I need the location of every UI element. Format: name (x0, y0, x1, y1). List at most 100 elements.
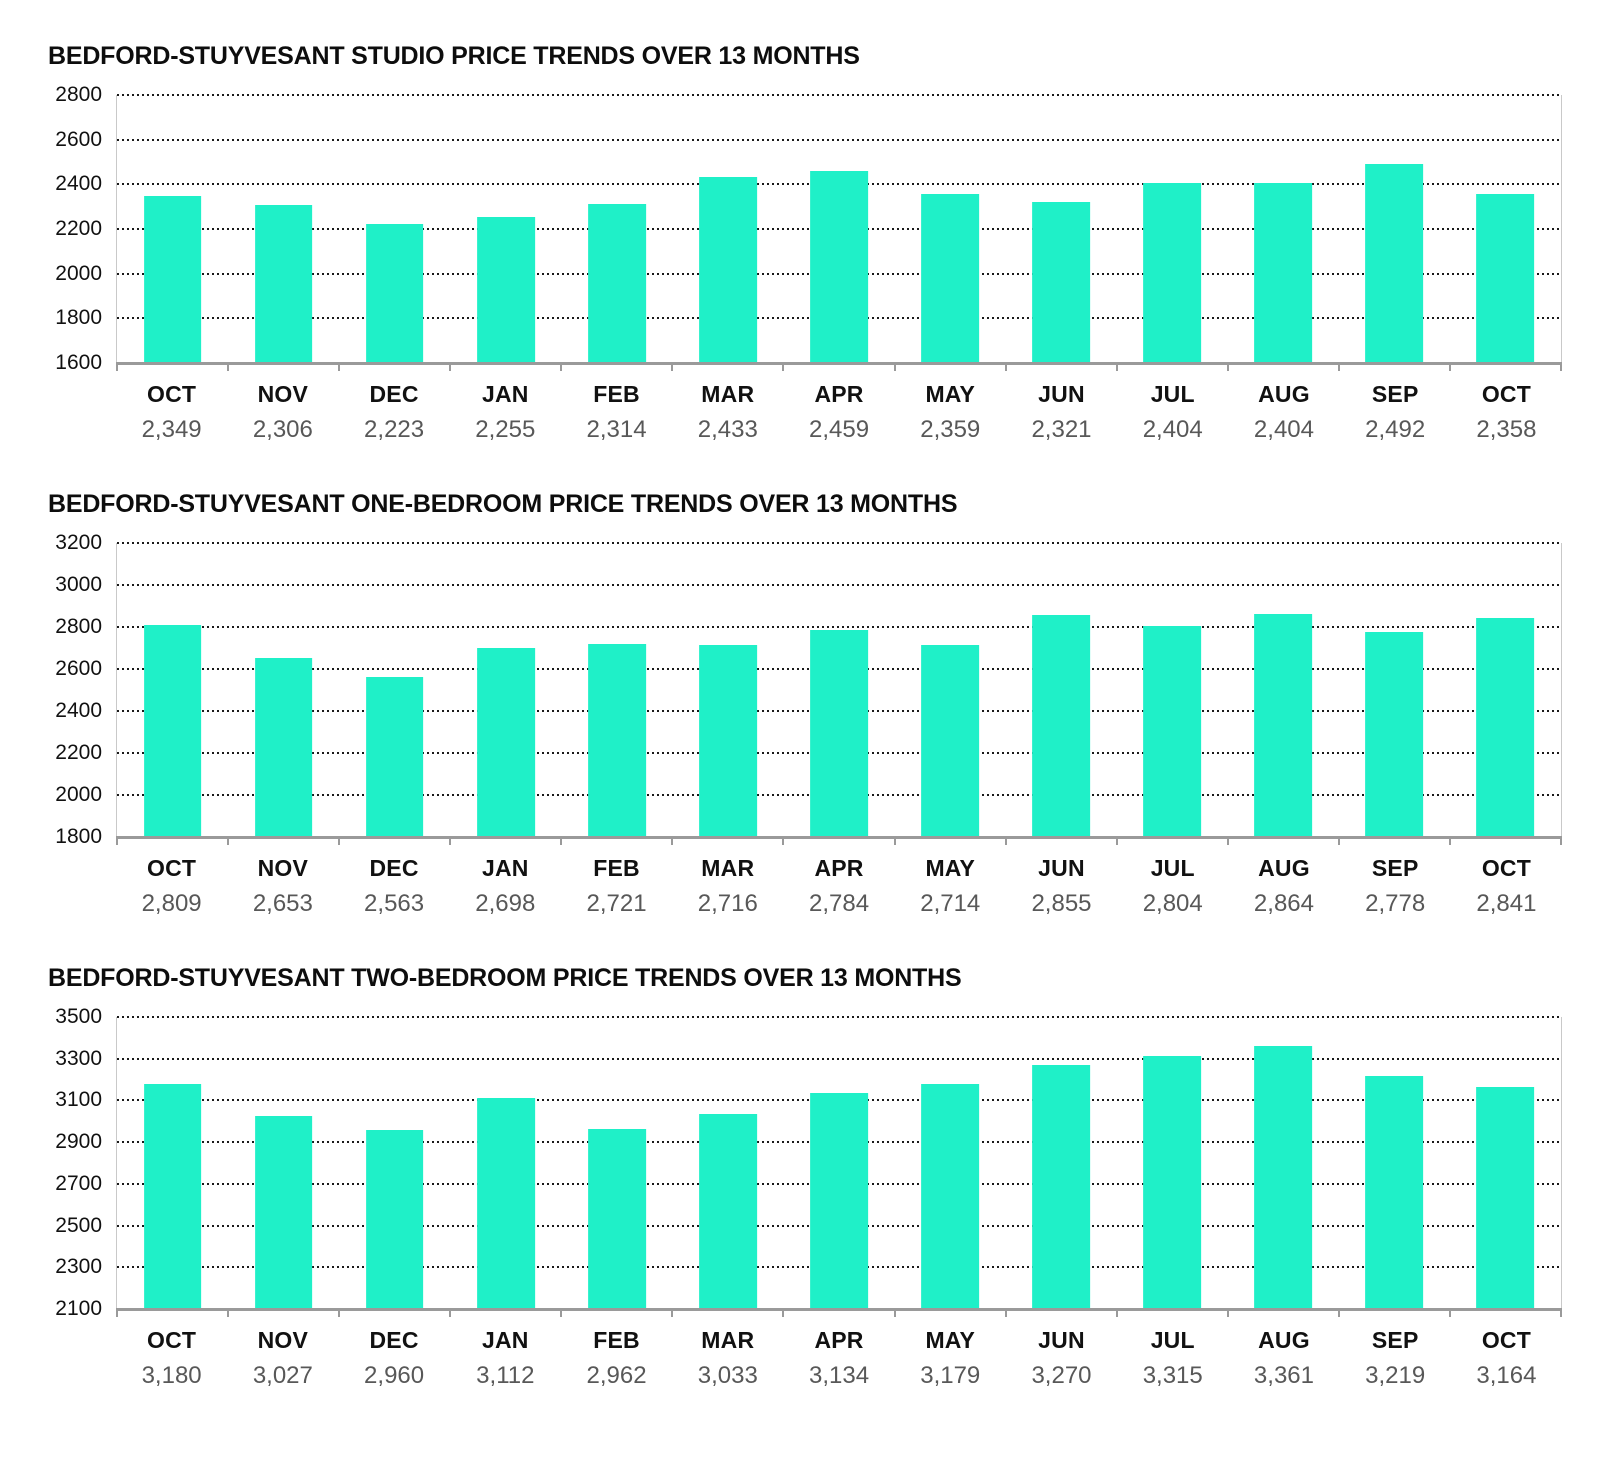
y-tick-label: 1800 (55, 306, 102, 330)
value-label: 2,314 (586, 416, 647, 443)
month-label: DEC (369, 1327, 419, 1353)
month-label: JUL (1150, 1327, 1195, 1353)
x-label-cell: AUG 3,361 (1228, 1327, 1339, 1390)
chart-title: BEDFORD-STUYVESANT ONE-BEDROOM PRICE TRE… (48, 490, 958, 518)
bar-jun-8 (1032, 615, 1091, 837)
x-label-cell: SEP 2,778 (1340, 855, 1451, 918)
value-label: 2,855 (1031, 890, 1092, 917)
x-label-cell: JUN 2,321 (1006, 381, 1117, 444)
month-label: MAY (925, 1327, 976, 1353)
month-label: JAN (482, 1327, 529, 1353)
value-label: 3,033 (697, 1362, 758, 1389)
y-tick-label: 2000 (55, 783, 102, 806)
month-label: JUN (1038, 1327, 1085, 1353)
month-label: JUL (1150, 381, 1195, 407)
x-axis-tick (782, 364, 785, 371)
month-label: NOV (257, 381, 309, 407)
value-label: 2,433 (697, 416, 758, 443)
value-label: 2,563 (364, 890, 425, 917)
value-label: 2,714 (920, 890, 981, 917)
bar-jan-3 (476, 216, 535, 363)
x-axis-tick (338, 364, 341, 371)
bar-dec-2 (365, 223, 424, 363)
chart-studio: BEDFORD-STUYVESANT STUDIO PRICE TRENDS O… (48, 42, 1562, 444)
month-label: FEB (593, 381, 640, 407)
value-label: 2,255 (475, 416, 536, 443)
x-axis-labels: OCT 2,809 NOV 2,653 DEC 2,563 JAN 2,698 FEB 2,721… (116, 855, 1562, 918)
value-label: 2,778 (1365, 890, 1426, 917)
y-tick-label: 3000 (55, 573, 102, 596)
x-label-cell: JUL 2,804 (1117, 855, 1228, 918)
x-axis-tick (338, 1310, 341, 1317)
x-axis-tick (116, 838, 118, 845)
bar-dec-2 (365, 1129, 424, 1309)
month-label: JAN (482, 855, 529, 881)
value-label: 2,841 (1476, 890, 1537, 917)
bar-jul-9 (1143, 183, 1202, 363)
bar-apr-6 (810, 630, 868, 837)
value-label: 3,361 (1253, 1362, 1314, 1389)
month-label: SEP (1371, 381, 1419, 407)
y-tick-label: 3300 (55, 1046, 102, 1070)
x-axis-tick (560, 364, 563, 371)
month-label: MAY (925, 855, 976, 881)
value-label: 2,804 (1142, 890, 1203, 917)
month-label: JUN (1038, 381, 1085, 407)
gridline (117, 138, 1561, 141)
x-axis-tick (1115, 838, 1118, 845)
bar-jul-9 (1143, 626, 1202, 837)
month-label: APR (814, 1327, 864, 1353)
bar-oct-12 (1476, 1087, 1535, 1309)
value-label: 2,960 (364, 1362, 425, 1389)
value-label: 2,359 (920, 416, 981, 443)
x-label-cell: JUL 2,404 (1117, 381, 1228, 444)
x-label-cell: JUN 2,855 (1006, 855, 1117, 918)
value-label: 2,306 (252, 416, 313, 443)
month-label: OCT (147, 855, 197, 881)
month-label: SEP (1371, 1327, 1419, 1353)
month-label: MAY (925, 381, 976, 407)
gridline (117, 542, 1561, 544)
x-label-cell: DEC 2,563 (338, 855, 449, 918)
bar-oct-0 (143, 625, 202, 837)
bar-may-7 (921, 193, 979, 363)
plot-area (116, 1016, 1562, 1317)
value-label: 2,404 (1253, 416, 1314, 443)
x-axis-tick (1448, 364, 1451, 371)
x-axis-tick (1004, 1310, 1007, 1317)
y-tick-label: 3500 (55, 1005, 102, 1028)
x-axis-labels: OCT 3,180 NOV 3,027 DEC 2,960 JAN 3,112 FEB 2,962… (116, 1327, 1562, 1390)
chart-title: BEDFORD-STUYVESANT TWO-BEDROOM PRICE TRE… (48, 964, 962, 992)
x-label-cell: FEB 2,962 (561, 1327, 672, 1390)
value-label: 3,112 (476, 1362, 535, 1389)
month-label: OCT (1481, 381, 1531, 407)
y-tick-label: 2000 (55, 261, 102, 285)
x-label-cell: OCT 3,164 (1451, 1327, 1562, 1390)
x-axis-tick (1337, 364, 1340, 371)
y-axis: 1800 2000 2200 2400 2600 2800 3000 3200 (48, 531, 116, 848)
x-axis-tick (449, 1310, 452, 1317)
x-axis-tick (1337, 1310, 1340, 1317)
month-label: FEB (593, 1327, 640, 1353)
value-label: 2,223 (364, 416, 425, 443)
chart-body: 2100 2300 2500 2700 2900 3100 3300 3500 (48, 1005, 1562, 1320)
bar-aug-10 (1254, 613, 1313, 837)
month-label: FEB (593, 855, 640, 881)
gridline (117, 584, 1561, 586)
month-label: NOV (257, 1327, 309, 1353)
value-label: 2,653 (252, 890, 313, 917)
month-label: NOV (257, 855, 309, 881)
value-label: 3,164 (1476, 1362, 1537, 1389)
gridline (117, 94, 1561, 96)
x-label-cell: DEC 2,223 (338, 381, 449, 444)
x-label-cell: APR 2,784 (783, 855, 894, 918)
x-axis-tick (227, 838, 230, 845)
x-label-cell: SEP 2,492 (1340, 381, 1451, 444)
x-axis-tick (782, 838, 785, 845)
bar-oct-0 (143, 195, 202, 363)
plot-area (116, 542, 1562, 845)
month-label: JUL (1150, 855, 1195, 881)
x-axis-tick (1448, 1310, 1451, 1317)
x-axis-line (116, 836, 1562, 839)
y-tick-label: 2800 (55, 615, 102, 638)
